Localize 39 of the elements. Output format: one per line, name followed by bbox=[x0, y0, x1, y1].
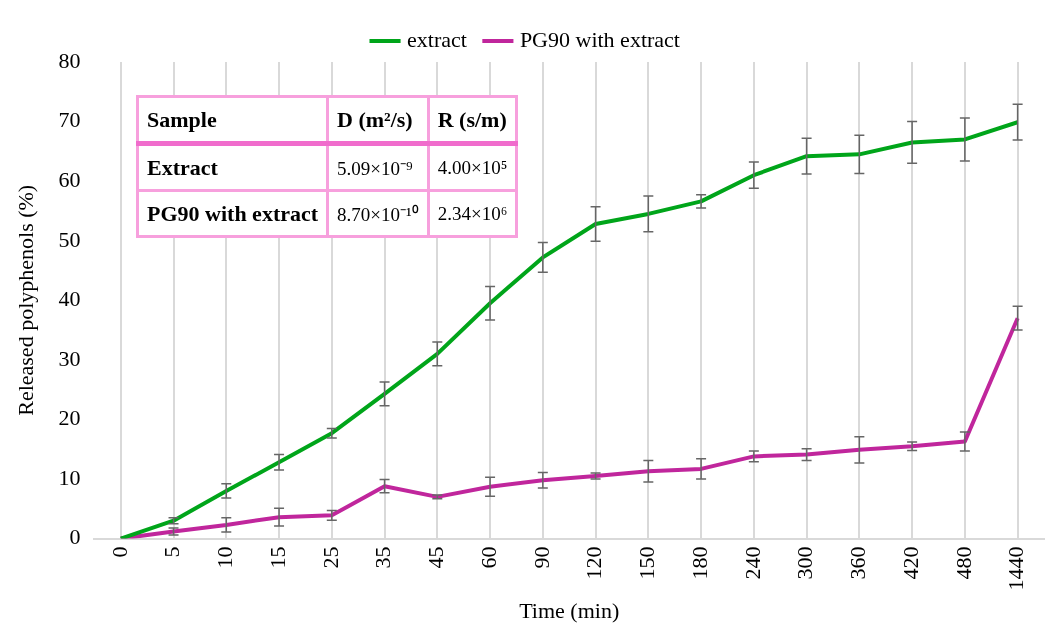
x-tick-label: 360 bbox=[845, 546, 871, 580]
legend-label: extract bbox=[407, 26, 467, 52]
x-tick-label: 150 bbox=[634, 546, 660, 580]
x-tick-label: 420 bbox=[897, 546, 923, 580]
annotation: 5.09×10⁻⁹ bbox=[327, 143, 429, 191]
annotation: Sample bbox=[137, 96, 328, 144]
y-tick-label: 50 bbox=[58, 226, 81, 252]
x-tick-label: 120 bbox=[581, 546, 607, 580]
x-tick-label: 60 bbox=[475, 546, 501, 569]
y-tick-label: 60 bbox=[58, 166, 81, 192]
x-tick-label: 180 bbox=[686, 546, 712, 580]
y-tick-label: 20 bbox=[58, 405, 81, 431]
x-tick-label: 1440 bbox=[1003, 546, 1029, 591]
x-tick-label: 45 bbox=[423, 546, 449, 569]
y-tick-label: 80 bbox=[58, 47, 81, 73]
annotation: PG90 with extract bbox=[137, 190, 328, 237]
x-tick-label: 35 bbox=[370, 546, 396, 569]
annotation: R (s/m) bbox=[428, 96, 517, 144]
x-tick-label: 10 bbox=[212, 546, 238, 569]
annotation: 2.34×10⁶ bbox=[428, 190, 517, 237]
x-tick-label: 90 bbox=[528, 546, 554, 569]
x-tick-label: 300 bbox=[792, 546, 818, 580]
x-tick-label: 0 bbox=[106, 546, 132, 558]
annotation: D (m²/s) bbox=[327, 96, 429, 144]
annotation: Extract bbox=[137, 143, 328, 191]
legend-label: PG90 with extract bbox=[519, 26, 680, 52]
x-tick-label: 15 bbox=[264, 546, 290, 569]
x-tick-label: 480 bbox=[950, 546, 976, 580]
x-axis-title: Time (min) bbox=[519, 597, 620, 623]
y-axis-title: Released polyphenols (%) bbox=[12, 184, 38, 416]
x-tick-label: 5 bbox=[159, 546, 185, 558]
x-tick-label: 240 bbox=[739, 546, 765, 580]
annotation: 8.70×10⁻¹⁰ bbox=[327, 190, 429, 237]
y-tick-label: 70 bbox=[58, 107, 81, 133]
x-tick-label: 25 bbox=[317, 546, 343, 569]
annotation: 4.00×10⁵ bbox=[428, 143, 517, 191]
y-tick-label: 10 bbox=[58, 464, 81, 490]
y-tick-label: 40 bbox=[58, 286, 81, 312]
y-tick-label: 30 bbox=[58, 345, 81, 371]
